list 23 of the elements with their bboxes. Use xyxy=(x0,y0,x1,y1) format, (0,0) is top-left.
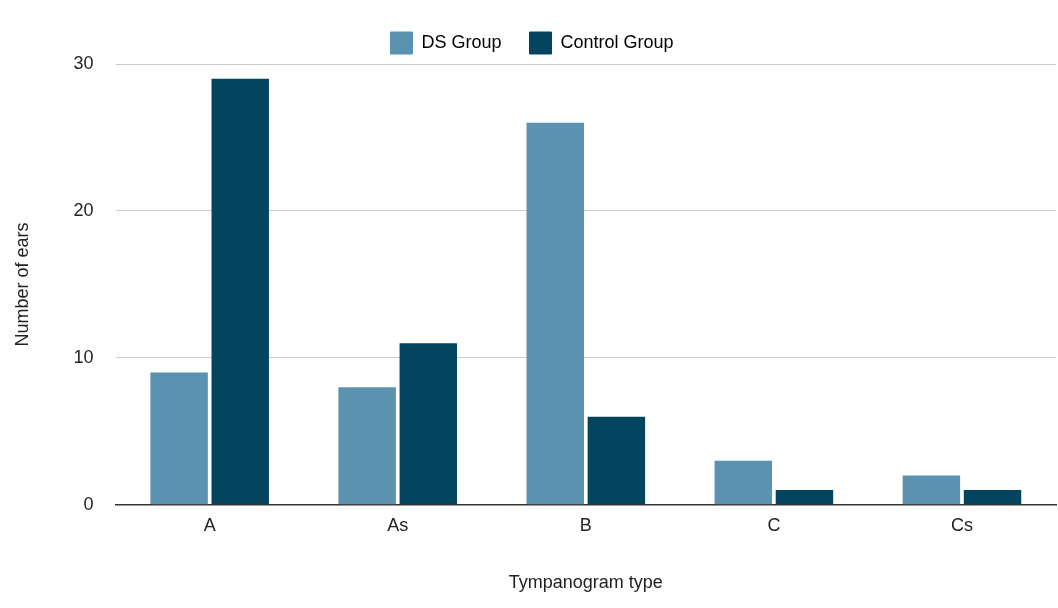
bar xyxy=(714,460,773,505)
legend-label: DS Group xyxy=(421,31,502,52)
bar xyxy=(150,372,208,505)
y-axis-title: Number of ears xyxy=(11,222,32,347)
x-tick-label: A xyxy=(203,514,216,535)
bar xyxy=(587,416,646,505)
y-tick-label: 10 xyxy=(73,346,94,367)
y-tick-label: 30 xyxy=(73,52,94,73)
x-axis-title: Tympanogram type xyxy=(508,572,663,593)
x-tick-label: C xyxy=(767,514,781,535)
x-tick-label: B xyxy=(579,514,592,535)
y-tick-label: 20 xyxy=(73,199,94,220)
bar xyxy=(338,387,396,505)
x-tick-label: As xyxy=(387,514,409,535)
bar xyxy=(775,490,834,505)
y-tick-label: 0 xyxy=(83,493,94,514)
bar xyxy=(902,475,961,505)
legend-label: Control Group xyxy=(560,31,674,52)
x-tick-label: Cs xyxy=(950,514,973,535)
bar xyxy=(526,122,584,505)
bar xyxy=(211,78,269,505)
bar xyxy=(399,343,458,505)
bar xyxy=(963,490,1022,505)
